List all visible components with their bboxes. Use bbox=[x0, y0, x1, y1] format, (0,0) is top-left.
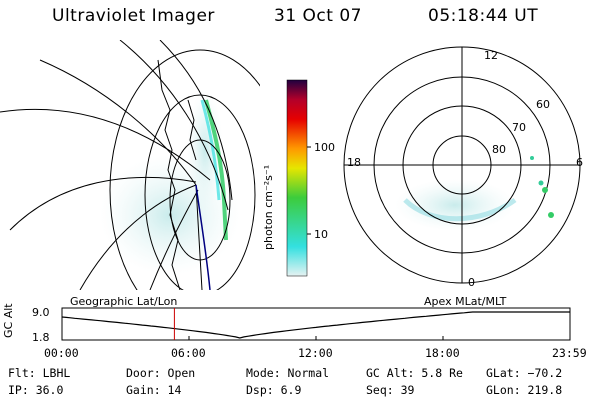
gain-readout: Gain: 14 bbox=[126, 383, 182, 397]
coastline bbox=[187, 99, 197, 161]
mlat-label-80: 80 bbox=[492, 143, 506, 156]
mlt-label-12: 12 bbox=[484, 49, 498, 62]
door-readout: Door: Open bbox=[126, 366, 196, 380]
dsp-readout: Dsp: 6.9 bbox=[246, 383, 302, 397]
altitude-tick-max: 9.0 bbox=[32, 306, 50, 319]
data-point bbox=[542, 187, 548, 193]
altitude-curve bbox=[61, 311, 570, 339]
footprint-track bbox=[195, 184, 211, 290]
glon-readout: GLon: 219.8 bbox=[486, 383, 563, 397]
mlat-label-70: 70 bbox=[512, 121, 526, 134]
altitude-plot bbox=[61, 307, 571, 341]
geographic-panel-label: Geographic Lat/Lon bbox=[70, 295, 178, 308]
apex-panel-label: Apex MLat/MLT bbox=[424, 295, 507, 308]
filter-readout: Flt: LBHL bbox=[8, 366, 71, 380]
auroral-emission-region bbox=[187, 90, 223, 210]
auroral-oval bbox=[395, 179, 515, 231]
data-point bbox=[548, 212, 554, 218]
mlat-label-60: 60 bbox=[536, 98, 550, 111]
colorbar bbox=[286, 79, 311, 277]
ip-readout: IP: 36.0 bbox=[8, 383, 64, 397]
app-title: Ultraviolet Imager bbox=[52, 6, 215, 26]
seq-readout: Seq: 39 bbox=[366, 383, 415, 397]
polar-plot bbox=[343, 46, 581, 284]
data-point bbox=[530, 156, 534, 160]
auroral-arc bbox=[200, 99, 221, 201]
altitude-tick-min: 1.8 bbox=[32, 331, 50, 344]
time-axis-label: 12:00 bbox=[298, 346, 333, 360]
time-axis-label: 18:00 bbox=[425, 346, 460, 360]
gc-alt-readout: GC Alt: 5.8 Re bbox=[366, 366, 463, 380]
time-axis-label: 00:00 bbox=[44, 346, 79, 360]
mode-readout: Mode: Normal bbox=[246, 366, 330, 380]
coastline bbox=[157, 59, 181, 290]
data-point bbox=[538, 180, 544, 186]
glat-readout: GLat: −70.2 bbox=[486, 366, 563, 380]
altitude-axis-label: GC Alt bbox=[2, 303, 15, 338]
mlt-label-18: 18 bbox=[347, 156, 361, 169]
mlt-label-0: 0 bbox=[468, 276, 475, 289]
time-axis-label: 06:00 bbox=[171, 346, 206, 360]
time-axis-label: 23:59 bbox=[552, 346, 587, 360]
colorbar-tick-100: 100 bbox=[314, 141, 335, 154]
mlt-label-6: 6 bbox=[576, 156, 583, 169]
colorbar-unit-label: photon cm⁻²s⁻¹ bbox=[262, 164, 275, 250]
time-label: 05:18:44 UT bbox=[428, 6, 539, 26]
geographic-map bbox=[0, 40, 260, 290]
colorbar-tick-10: 10 bbox=[314, 228, 328, 241]
date-label: 31 Oct 07 bbox=[274, 6, 362, 26]
